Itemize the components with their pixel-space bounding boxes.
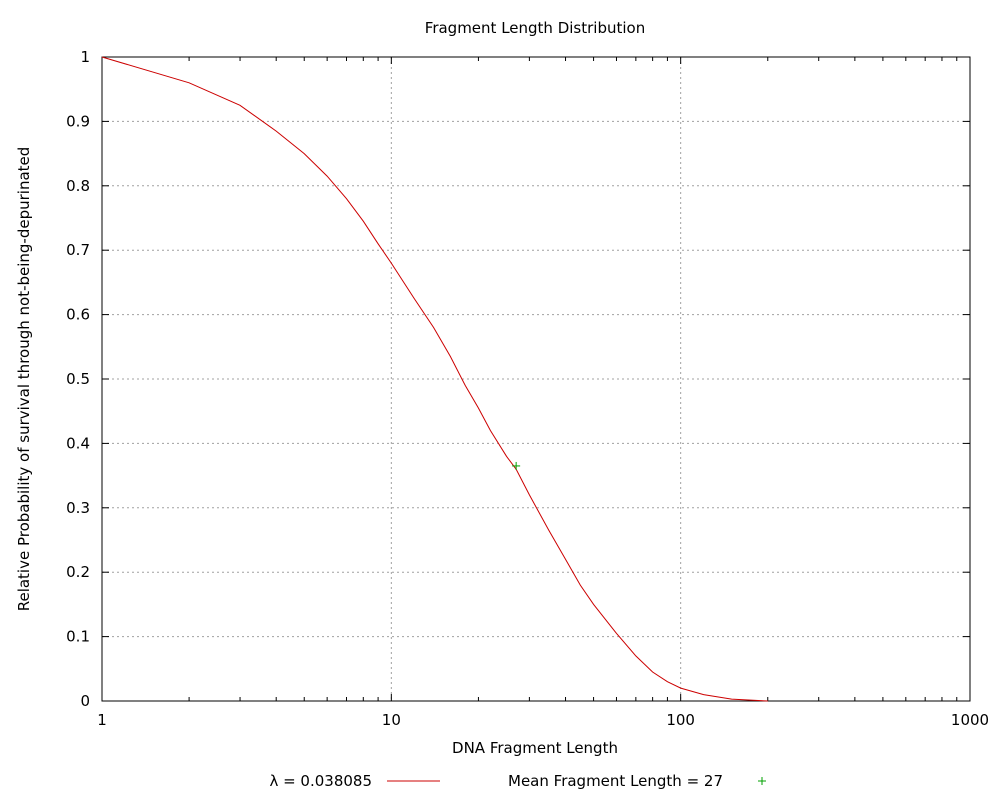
- legend-label-mean: Mean Fragment Length = 27: [508, 772, 723, 790]
- x-axis-label: DNA Fragment Length: [452, 739, 618, 757]
- y-tick-label: 0: [80, 692, 90, 710]
- y-tick-label: 0.4: [66, 434, 90, 452]
- series-layer: [101, 56, 768, 702]
- x-tick-label: 1000: [951, 711, 989, 729]
- x-tick-label: 1: [97, 711, 107, 729]
- mean-fragment-point: [512, 461, 521, 470]
- y-tick-label: 0.7: [66, 241, 90, 259]
- x-tick-label: 10: [382, 711, 401, 729]
- series-line-lambda: [101, 56, 768, 702]
- y-tick-label: 0.1: [66, 628, 90, 646]
- x-tick-label: 100: [666, 711, 695, 729]
- y-axis-label: Relative Probability of survival through…: [15, 147, 33, 612]
- legend-label-lambda: λ = 0.038085: [269, 772, 372, 790]
- y-tick-label: 0.3: [66, 499, 90, 517]
- y-tick-label: 0.6: [66, 306, 90, 324]
- y-tick-label: 0.9: [66, 112, 90, 130]
- y-tick-label: 0.2: [66, 563, 90, 581]
- y-tick-label: 0.8: [66, 177, 90, 195]
- legend-swatch-mean: [758, 777, 766, 785]
- y-tick-label: 1: [80, 48, 90, 66]
- y-tick-label: 0.5: [66, 370, 90, 388]
- chart-title: Fragment Length Distribution: [425, 19, 645, 37]
- legend: λ = 0.038085 Mean Fragment Length = 27: [269, 772, 766, 790]
- y-tick-labels: 0 0.1 0.2 0.3 0.4 0.5 0.6 0.7 0.8 0.9 1: [66, 48, 90, 710]
- x-tick-labels: 1 10 100 1000: [97, 711, 989, 729]
- grid-lines: [102, 57, 970, 701]
